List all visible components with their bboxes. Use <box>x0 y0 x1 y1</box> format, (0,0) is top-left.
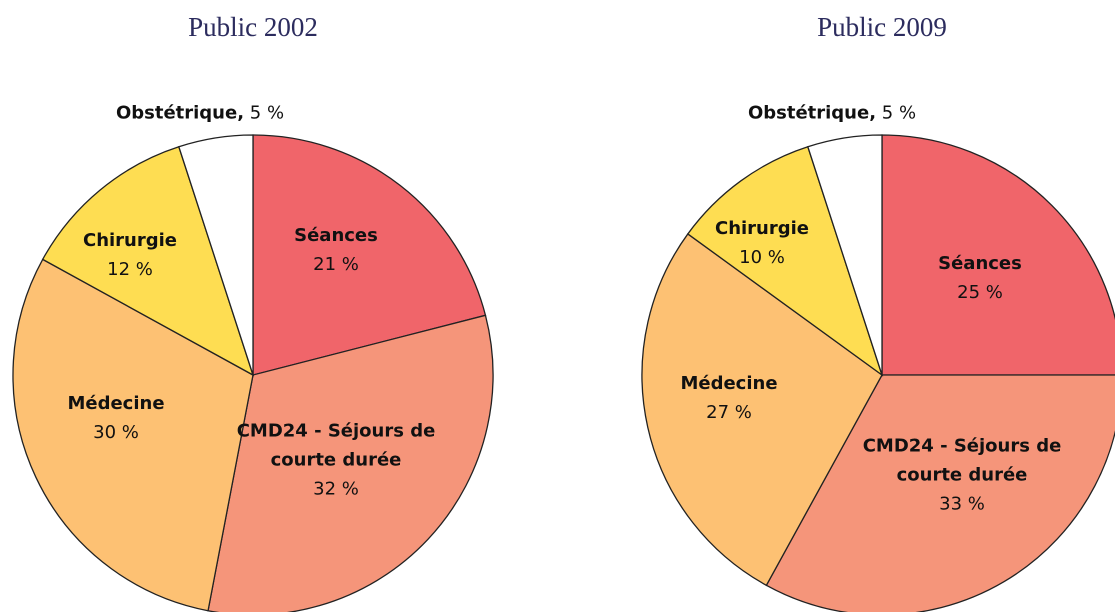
pie-slice <box>765 374 1115 612</box>
pie-slice <box>686 145 884 377</box>
slice-label: Médecine 30 % <box>16 389 216 447</box>
category-label: Séances <box>294 225 378 246</box>
slice-label: Séances 25 % <box>880 249 1080 307</box>
pie-slice <box>252 134 487 376</box>
value-label: 25 % <box>957 282 1003 303</box>
slice-label: Séances 21 % <box>236 221 436 279</box>
slice-label: Chirurgie 10 % <box>662 214 862 272</box>
value-label: 32 % <box>313 478 359 500</box>
slice-label: Chirurgie 12 % <box>30 226 230 284</box>
category-label: Médecine <box>67 393 165 414</box>
value-label: 5 % <box>881 102 917 124</box>
slice-label: Obstétrique, 5 % <box>702 99 962 128</box>
chart-title: Public 2009 <box>817 12 947 42</box>
category-label: Chirurgie <box>714 218 810 239</box>
category-label: Obstétrique, <box>115 102 245 124</box>
pie-slice <box>12 258 254 612</box>
pie-slice <box>178 134 254 376</box>
pie-slice <box>641 233 883 587</box>
category-label: CMD24 - Séjours de courte durée <box>862 435 1062 486</box>
value-label: 12 % <box>107 259 153 280</box>
value-label: 30 % <box>93 422 139 443</box>
category-label: Séances <box>938 253 1022 274</box>
category-label: Médecine <box>680 373 778 394</box>
category-label: Chirurgie <box>82 230 178 251</box>
value-label: 27 % <box>706 402 752 423</box>
value-label: 33 % <box>939 493 985 515</box>
pie-slice <box>881 134 1115 376</box>
slice-label: CMD24 - Séjours de courte durée 33 % <box>862 432 1062 519</box>
value-label: 5 % <box>249 102 285 124</box>
slice-label: CMD24 - Séjours de courte durée 32 % <box>236 417 436 504</box>
category-label: Obstétrique, <box>747 102 877 124</box>
pie-slice <box>807 134 883 376</box>
slice-label: Médecine 27 % <box>629 369 829 427</box>
chart-title: Public 2002 <box>188 12 318 42</box>
category-label: CMD24 - Séjours de courte durée <box>236 420 436 471</box>
pie-slice <box>207 314 494 612</box>
pie-slice <box>41 145 255 377</box>
value-label: 10 % <box>739 247 785 268</box>
value-label: 21 % <box>313 254 359 275</box>
slice-label: Obstétrique, 5 % <box>70 99 330 128</box>
